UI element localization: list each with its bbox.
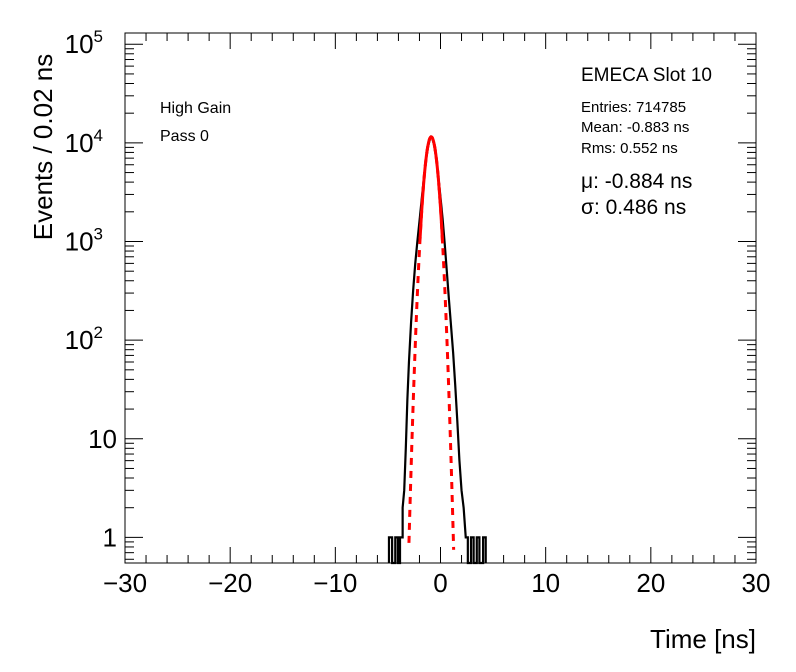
y-tick-exponent: 3 xyxy=(94,224,103,243)
x-tick-label: −20 xyxy=(208,568,252,598)
histogram-layer xyxy=(387,135,487,565)
entries-label: Entries: 714785 xyxy=(581,99,686,116)
y-tick-label: 105 xyxy=(65,27,103,59)
y-tick-label: 104 xyxy=(65,126,103,158)
y-tick-label: 103 xyxy=(65,224,103,256)
fit-curve-solid xyxy=(418,135,445,244)
x-tick-label: 20 xyxy=(636,568,665,598)
fit-mu-label: μ: -0.884 ns xyxy=(581,170,692,193)
x-tick-label: −30 xyxy=(103,568,147,598)
rms-label: Rms: 0.552 ns xyxy=(581,140,678,157)
y-tick-base: 10 xyxy=(65,325,94,355)
y-tick-exponent: 4 xyxy=(94,126,103,145)
y-tick-base: 10 xyxy=(65,29,94,59)
plot-title: EMECA Slot 10 xyxy=(581,65,712,86)
fit-sigma-label: σ: 0.486 ns xyxy=(581,196,686,219)
y-tick-label: 1 xyxy=(103,522,117,552)
mean-label: Mean: -0.883 ns xyxy=(581,119,689,136)
fit-layer xyxy=(407,135,456,550)
x-tick-label: 0 xyxy=(433,568,447,598)
histogram-series xyxy=(387,135,487,565)
x-tick-label: 30 xyxy=(742,568,771,598)
x-tick-label: 10 xyxy=(531,568,560,598)
tick-layer xyxy=(124,33,757,563)
x-axis-label: Time [ns] xyxy=(650,624,756,654)
y-tick-exponent: 5 xyxy=(94,27,103,46)
y-axis-label: Events / 0.02 ns xyxy=(28,54,58,240)
y-tick-exponent: 2 xyxy=(94,323,103,342)
y-tick-base: 10 xyxy=(65,128,94,158)
y-tick-label: 10 xyxy=(88,424,117,454)
x-tick-labels: −30 −20 −10 0 10 20 30 xyxy=(103,568,771,598)
pass-label: Pass 0 xyxy=(160,128,209,145)
gain-label: High Gain xyxy=(160,100,231,117)
fit-curve-dashed xyxy=(407,135,456,550)
y-tick-base: 10 xyxy=(65,226,94,256)
x-tick-label: −10 xyxy=(313,568,357,598)
y-tick-label: 102 xyxy=(65,323,103,355)
